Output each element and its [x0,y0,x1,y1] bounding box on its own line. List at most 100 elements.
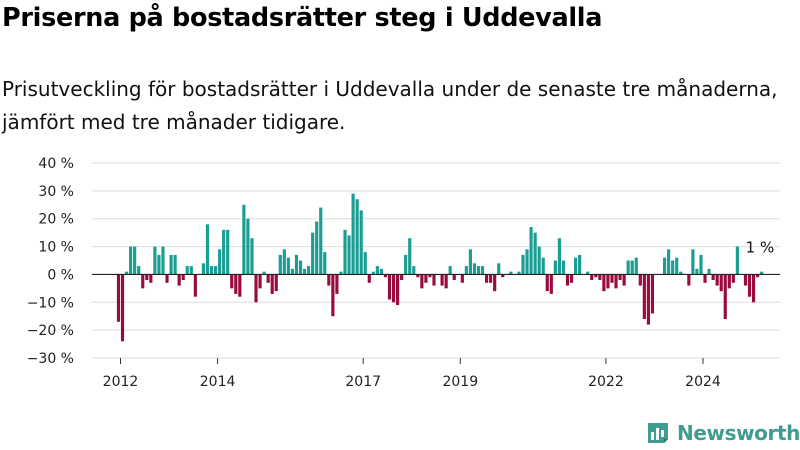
bar [254,274,258,303]
bar [262,271,266,275]
bar [452,274,456,280]
x-tick-label: 2012 [103,374,139,390]
bar [703,274,707,283]
bar [529,227,533,275]
bar [557,238,561,275]
bar [363,252,367,275]
bar [679,271,683,275]
bar [586,271,590,275]
bar [359,210,363,275]
newsworthy-logo-icon [648,423,668,443]
bar [387,274,392,300]
bar [537,246,541,275]
bar [213,266,218,275]
bar [133,246,137,275]
bar [400,274,404,280]
bar [480,266,485,275]
bar [614,274,618,289]
bar [408,238,412,275]
bar [157,254,161,275]
bar [610,274,614,283]
x-tick-label: 2022 [588,374,624,390]
bar [331,274,335,317]
bar [735,246,739,275]
bar [578,254,582,275]
bar [323,252,327,275]
bar [404,254,408,275]
bar [327,274,331,286]
bar [594,274,598,278]
bar [375,266,379,275]
bars [116,193,764,342]
bar [525,249,529,275]
annotation-label: 1 % [746,239,775,257]
bar [116,274,121,322]
bar [440,274,444,286]
bar [315,221,319,275]
bar [662,257,667,275]
bar [298,260,303,275]
bar [209,266,214,275]
bar [412,266,416,275]
bar [428,274,432,278]
bar [396,274,400,306]
bar [687,274,691,286]
bar [282,249,286,275]
bar [335,274,339,294]
bar [574,257,578,275]
bar [238,274,242,297]
bar [226,229,230,275]
bar [311,232,315,275]
bar [379,268,383,275]
bar [355,199,359,275]
bar [347,235,351,275]
bar [270,274,274,294]
bar [319,207,323,275]
bar [169,254,173,275]
bar [218,249,222,275]
bar [307,266,311,275]
bar [747,274,752,297]
bar [760,271,764,275]
y-tick-label: 30 % [38,184,74,200]
bar [448,266,452,275]
bar [420,274,424,289]
bar [460,274,464,283]
bar [707,268,711,275]
bar [278,254,282,275]
bar [642,274,646,319]
bar [391,274,396,303]
bar [618,274,622,280]
bar [137,266,141,275]
y-tick-label: −10 % [27,295,74,311]
bar [424,274,428,283]
bar [189,266,193,275]
bar [598,274,602,280]
bar [141,274,145,289]
newsworthy-logo: Newsworthy [645,418,800,448]
bar [145,274,149,280]
bar [339,271,343,275]
bar [294,254,299,275]
x-tick-label: 2017 [345,374,381,390]
bar [638,274,642,286]
bar [671,260,675,275]
chart-subtitle: Prisutveckling för bostadsrätter i Uddev… [2,77,778,134]
bar [177,274,181,286]
bar [416,274,420,278]
bar [541,257,545,275]
bar [290,268,294,275]
bar [675,257,679,275]
bar [124,271,129,275]
bar [606,274,610,289]
bar [590,274,594,280]
x-tick-label: 2024 [685,374,721,390]
bar [723,274,727,319]
y-tick-label: −20 % [27,323,74,339]
bar [234,274,238,294]
annotations: 1 % [746,239,775,257]
bar [602,274,606,292]
bar [302,268,307,275]
bar [756,274,760,278]
